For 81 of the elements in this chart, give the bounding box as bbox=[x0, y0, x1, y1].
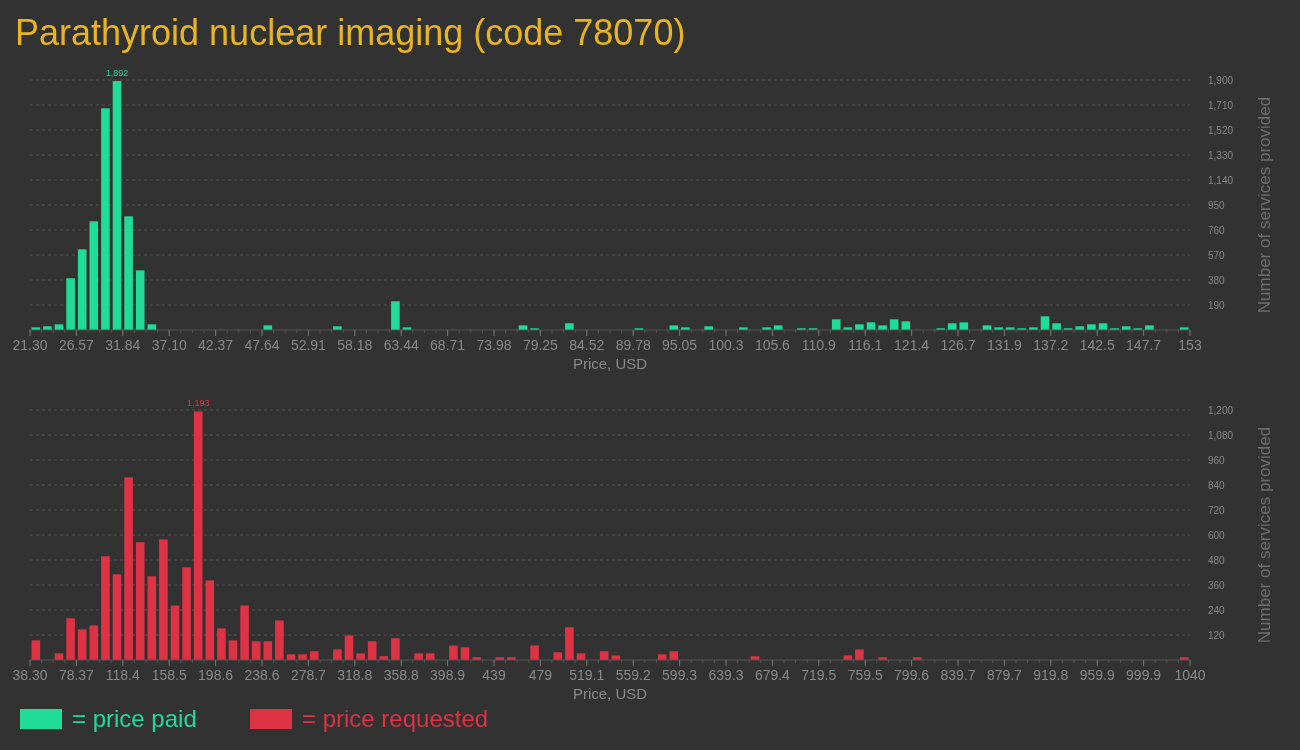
y-tick-label: 960 bbox=[1208, 454, 1226, 466]
x-tick-label: 105.6 bbox=[754, 337, 791, 353]
y-tick-label: 1,710 bbox=[1208, 99, 1234, 111]
x-tick-label: 198.6 bbox=[198, 667, 234, 683]
x-tick-label: 84.52 bbox=[569, 337, 605, 353]
y-tick-label: 380 bbox=[1208, 274, 1226, 286]
y-axis-title: Number of services provided bbox=[1255, 96, 1274, 314]
x-axis-title: Price, USD bbox=[572, 355, 648, 372]
y-tick-label: 190 bbox=[1208, 299, 1226, 311]
x-tick-label: 26.57 bbox=[58, 337, 95, 353]
x-tick-label: 121.4 bbox=[894, 337, 930, 353]
x-tick-label: 116.1 bbox=[848, 337, 883, 353]
legend-label: = price paid bbox=[72, 705, 197, 732]
x-tick-label: 559.2 bbox=[615, 667, 651, 683]
y-axis-title: Number of services provided bbox=[1255, 426, 1274, 644]
x-tick-label: 719.5 bbox=[801, 667, 837, 683]
x-tick-label: 95.05 bbox=[662, 337, 698, 353]
y-tick-label: 1,080 bbox=[1208, 429, 1234, 441]
y-tick-label: 720 bbox=[1208, 504, 1226, 516]
y-tick-label: 950 bbox=[1208, 199, 1226, 211]
x-tick-label: 959.9 bbox=[1079, 667, 1115, 683]
x-tick-label: 439 bbox=[482, 667, 506, 683]
legend-label: = price requested bbox=[302, 705, 489, 732]
y-tick-label: 1,330 bbox=[1208, 149, 1234, 161]
x-tick-label: 58.18 bbox=[337, 337, 373, 353]
x-tick-label: 118.4 bbox=[105, 667, 141, 683]
x-tick-label: 519.1 bbox=[569, 667, 605, 683]
x-tick-label: 63.44 bbox=[383, 337, 419, 353]
x-tick-label: 31.84 bbox=[105, 337, 141, 353]
y-tick-label: 1,520 bbox=[1208, 124, 1234, 136]
y-tick-label: 240 bbox=[1208, 604, 1226, 616]
y-tick-label: 600 bbox=[1208, 529, 1226, 541]
x-tick-label: 47.64 bbox=[244, 337, 280, 353]
x-tick-label: 78.37 bbox=[58, 667, 95, 683]
x-tick-label: 679.4 bbox=[754, 667, 791, 683]
x-tick-label: 52.91 bbox=[290, 337, 327, 353]
x-tick-label: 153 bbox=[1178, 337, 1202, 353]
data-label: 1,193 bbox=[186, 398, 210, 409]
x-axis-title: Price, USD bbox=[572, 685, 648, 702]
y-tick-label: 120 bbox=[1208, 629, 1226, 641]
y-tick-label: 480 bbox=[1208, 554, 1226, 566]
x-tick-label: 919.8 bbox=[1033, 667, 1069, 683]
x-tick-label: 142.5 bbox=[1079, 337, 1115, 353]
x-tick-label: 358.8 bbox=[383, 667, 419, 683]
x-tick-label: 158.5 bbox=[151, 667, 187, 683]
x-tick-label: 42.37 bbox=[198, 337, 234, 353]
x-tick-label: 999.9 bbox=[1126, 667, 1162, 683]
x-tick-label: 68.71 bbox=[430, 337, 466, 353]
x-tick-label: 89.78 bbox=[615, 337, 651, 353]
chart-title: Parathyroid nuclear imaging (code 78070) bbox=[15, 12, 686, 53]
data-label: 1,892 bbox=[105, 68, 129, 79]
y-tick-label: 360 bbox=[1208, 579, 1226, 591]
x-tick-label: 147.7 bbox=[1126, 337, 1162, 353]
x-tick-label: 131.9 bbox=[986, 337, 1023, 353]
x-tick-label: 318.8 bbox=[337, 667, 373, 683]
y-tick-label: 570 bbox=[1208, 249, 1226, 261]
x-tick-label: 73.98 bbox=[476, 337, 512, 353]
x-tick-label: 799.6 bbox=[894, 667, 930, 683]
y-tick-label: 1,200 bbox=[1208, 404, 1234, 416]
x-tick-label: 37.10 bbox=[151, 337, 187, 353]
x-tick-label: 398.9 bbox=[430, 667, 466, 683]
y-tick-label: 840 bbox=[1208, 479, 1226, 491]
y-tick-label: 760 bbox=[1208, 224, 1226, 236]
x-tick-label: 278.7 bbox=[290, 667, 327, 683]
y-tick-label: 1,140 bbox=[1208, 174, 1234, 186]
x-tick-label: 21.30 bbox=[12, 337, 48, 353]
x-tick-label: 100.3 bbox=[708, 337, 744, 353]
x-tick-label: 639.3 bbox=[708, 667, 744, 683]
x-tick-label: 759.5 bbox=[847, 667, 883, 683]
x-tick-label: 238.6 bbox=[244, 667, 280, 683]
x-tick-label: 879.7 bbox=[986, 667, 1023, 683]
y-tick-label: 1,900 bbox=[1208, 74, 1234, 86]
x-tick-label: 126.7 bbox=[940, 337, 976, 353]
x-tick-label: 38.30 bbox=[12, 667, 48, 683]
x-tick-label: 839.7 bbox=[940, 667, 976, 683]
x-tick-label: 110.9 bbox=[801, 337, 837, 353]
x-tick-label: 599.3 bbox=[662, 667, 698, 683]
x-tick-label: 1040 bbox=[1174, 667, 1206, 683]
x-tick-label: 137.2 bbox=[1033, 337, 1069, 353]
x-tick-label: 479 bbox=[528, 667, 553, 683]
x-tick-label: 79.25 bbox=[522, 337, 559, 353]
